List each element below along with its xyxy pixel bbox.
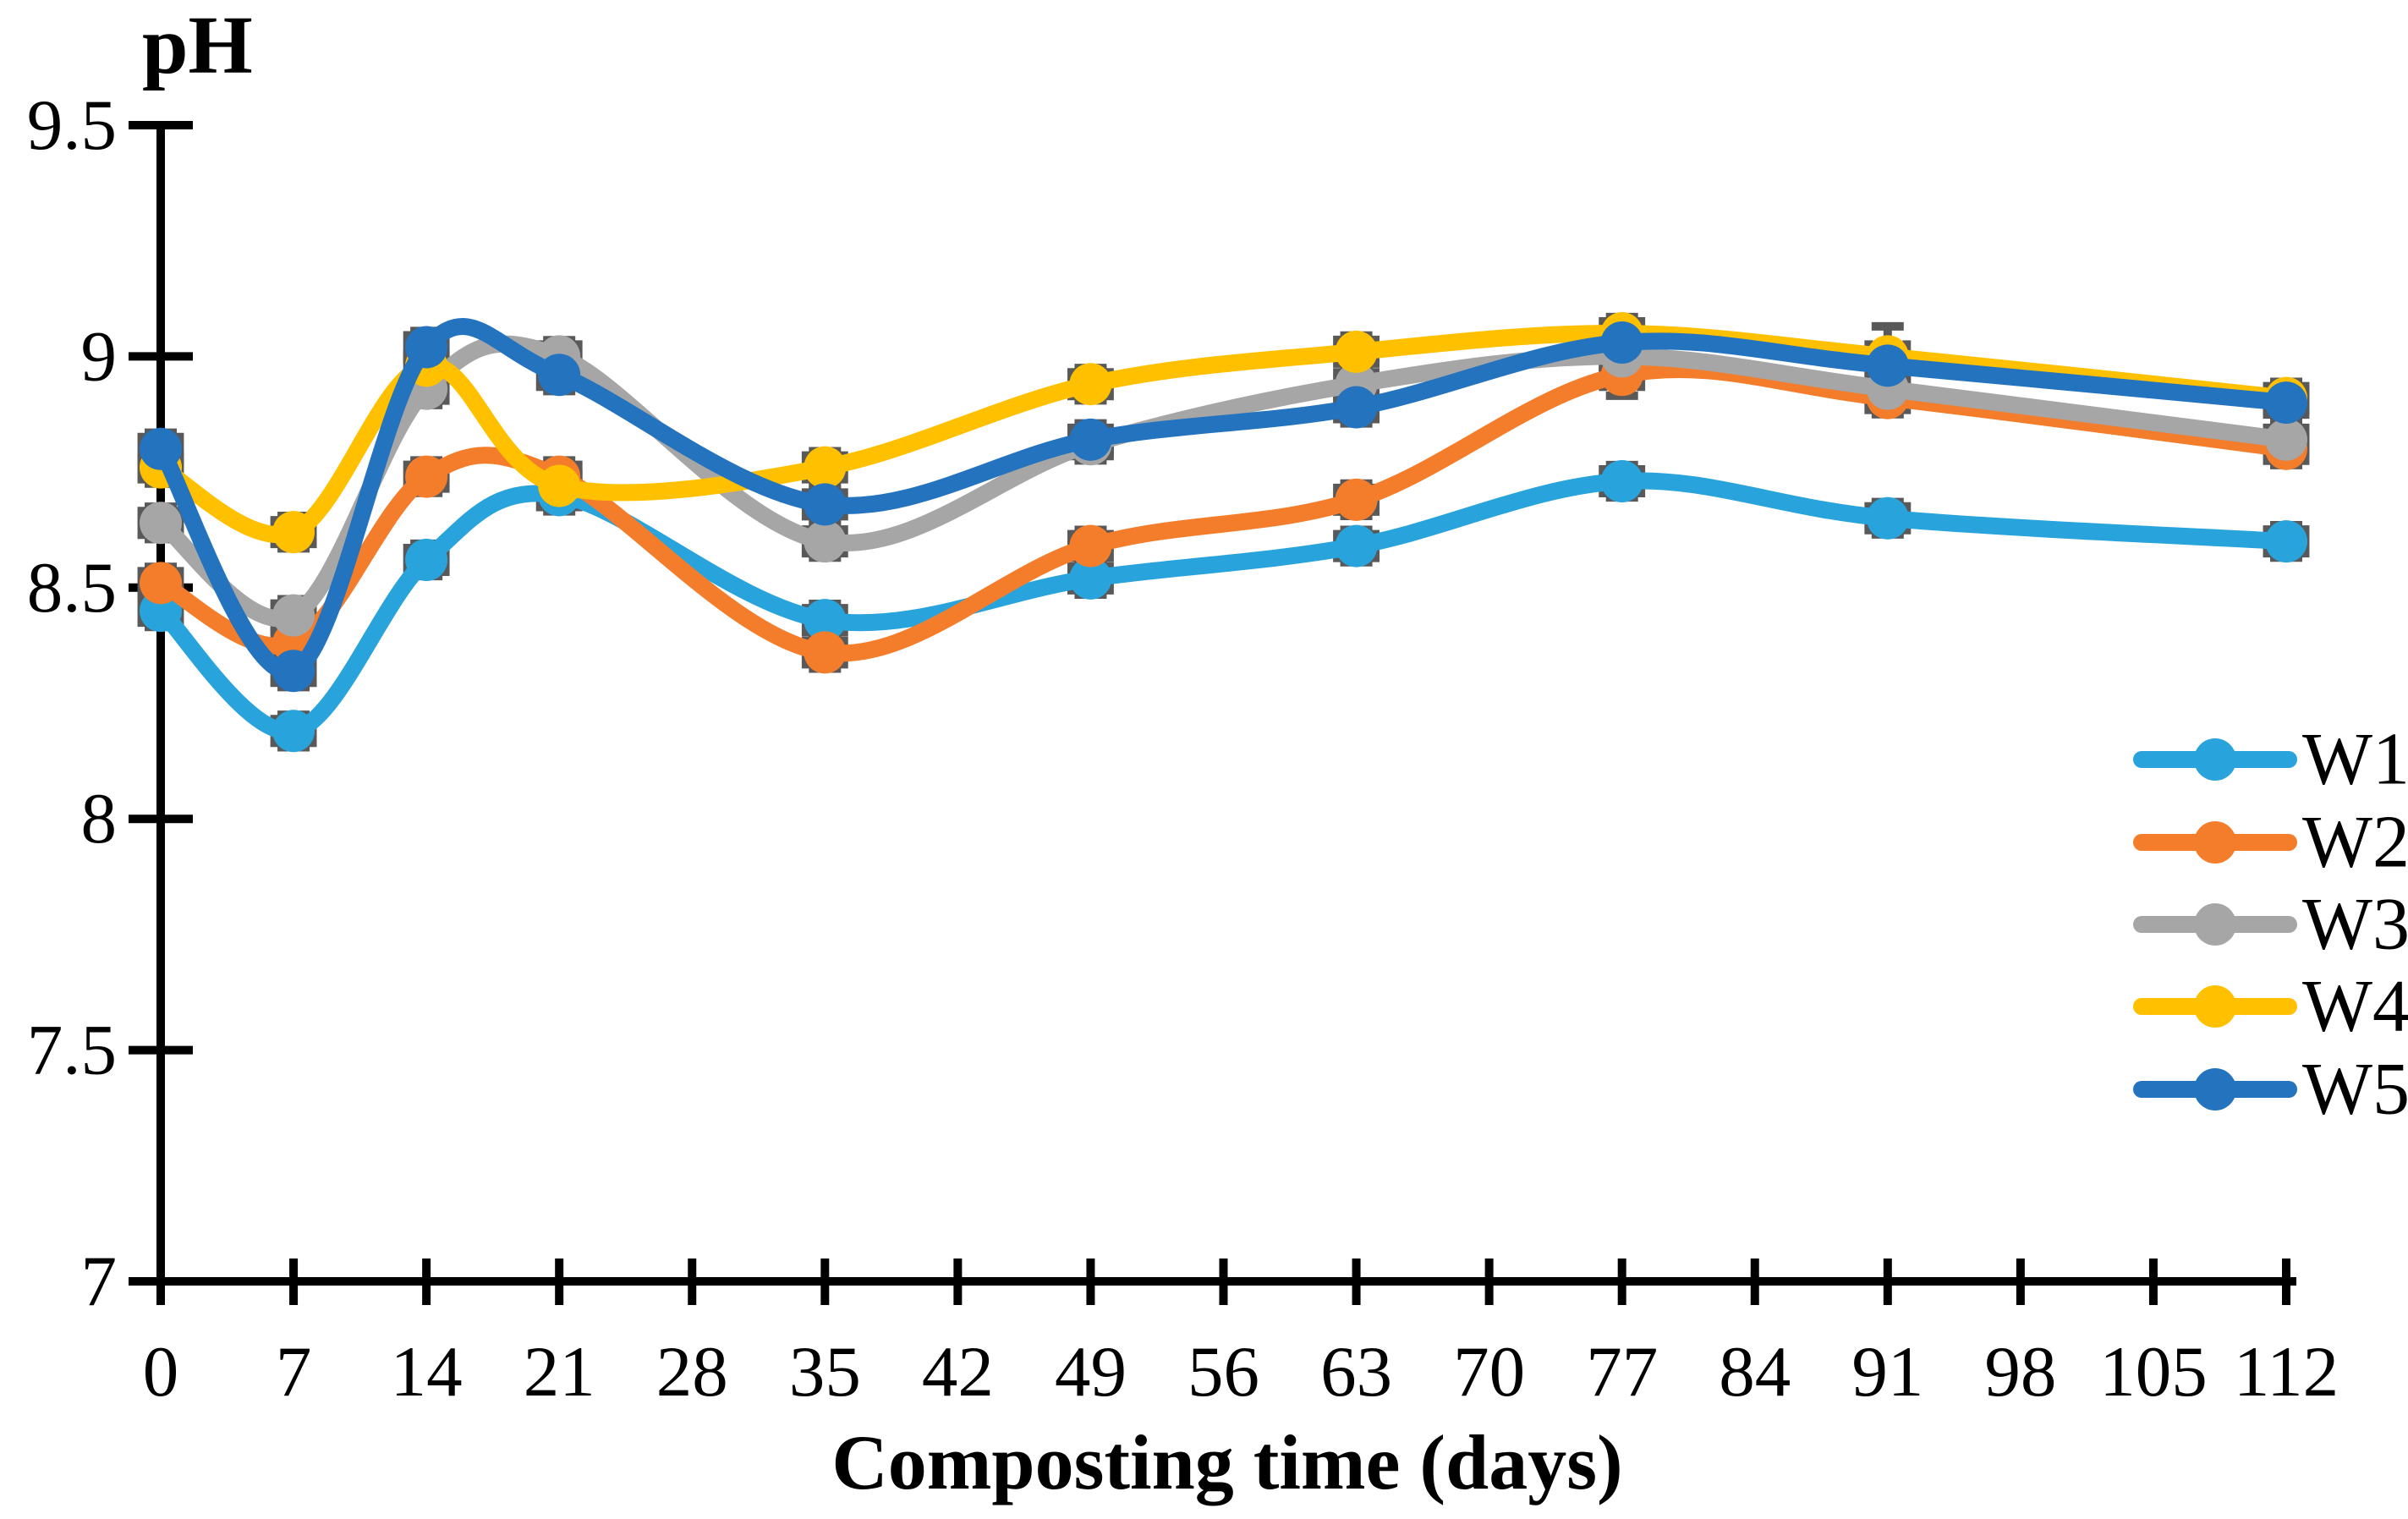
series-line-W1 (152, 472, 2295, 740)
legend-marker-W3 (2194, 903, 2236, 946)
y-axis-title: pH (142, 0, 253, 91)
series-marker-W2 (1335, 478, 1378, 521)
legend-label-W3: W3 (2302, 884, 2408, 966)
series-marker-W5 (1069, 418, 1112, 461)
legend-label-W2: W2 (2302, 802, 2408, 884)
series-marker-W4 (804, 446, 847, 489)
series-marker-W3 (2265, 418, 2307, 461)
legend-marker-W5 (2194, 1068, 2236, 1110)
y-tick-label: 7.5 (27, 1011, 117, 1090)
series-line-W2 (152, 360, 2295, 662)
series-marker-W3 (272, 594, 315, 637)
series-marker-W4 (1069, 363, 1112, 406)
series-marker-W1 (804, 599, 847, 642)
series-marker-W2 (804, 631, 847, 674)
x-tick-label: 91 (1851, 1332, 1923, 1412)
y-tick-label: 7 (81, 1242, 118, 1321)
x-tick-label: 63 (1320, 1332, 1392, 1412)
series-lines (140, 312, 2307, 753)
x-tick-label: 42 (922, 1332, 994, 1412)
y-tick-label: 9.5 (27, 85, 117, 165)
series-marker-W5 (1600, 321, 1643, 364)
legend-item-W4: W4 (2133, 966, 2408, 1048)
series-marker-W2 (405, 455, 448, 498)
legend-item-W5: W5 (2133, 1049, 2408, 1131)
x-tick-label: 14 (391, 1332, 463, 1412)
series-marker-W3 (140, 502, 182, 545)
x-axis-title: Composting time (days) (831, 1419, 1622, 1505)
x-tick-label: 49 (1055, 1332, 1127, 1412)
x-tick-label: 21 (524, 1332, 595, 1412)
y-tick-label: 9 (81, 316, 118, 396)
series-marker-W1 (1866, 496, 1909, 540)
x-tick-label: 84 (1719, 1332, 1791, 1412)
series-marker-W5 (1866, 344, 1909, 387)
series-marker-W4 (538, 464, 581, 507)
x-tick-label: 112 (2234, 1332, 2339, 1412)
legend-label-W5: W5 (2302, 1049, 2408, 1131)
series-marker-W1 (272, 710, 315, 753)
series-marker-W5 (804, 483, 847, 526)
legend-marker-W1 (2194, 738, 2236, 781)
x-tick-label: 70 (1453, 1332, 1525, 1412)
series-marker-W2 (140, 562, 182, 605)
series-line-W3 (152, 335, 2295, 628)
series-line-W5 (152, 318, 2295, 681)
x-tick-label: 0 (143, 1332, 179, 1412)
legend-marker-W4 (2194, 985, 2236, 1028)
y-tick-label: 8 (81, 779, 118, 858)
x-tick-label: 28 (656, 1332, 728, 1412)
y-tick-label: 8.5 (27, 548, 117, 628)
series-marker-W5 (272, 650, 315, 693)
series-marker-W5 (2265, 381, 2307, 425)
legend-item-W2: W2 (2133, 802, 2408, 884)
series-marker-W5 (1335, 386, 1378, 429)
legend-label-W4: W4 (2302, 966, 2408, 1048)
series-marker-W2 (1069, 524, 1112, 568)
axes: 77.588.599.50 7 14 21 28 35 42 49 56 63 70 77 84 91 98… (27, 85, 2339, 1412)
legend-item-W3: W3 (2133, 884, 2408, 966)
legend-label-W1: W1 (2302, 719, 2408, 801)
series-marker-W1 (1335, 524, 1378, 568)
legend-marker-W2 (2194, 821, 2236, 864)
x-tick-label: 105 (2099, 1332, 2208, 1412)
series-marker-W1 (2265, 520, 2307, 563)
series-marker-W3 (804, 520, 847, 563)
series-marker-W5 (538, 354, 581, 397)
series-marker-W5 (140, 427, 182, 470)
series-marker-W5 (405, 326, 448, 369)
x-tick-label: 56 (1188, 1332, 1259, 1412)
series-marker-W1 (405, 538, 448, 581)
legend-item-W1: W1 (2133, 719, 2408, 801)
x-tick-label: 98 (1984, 1332, 2056, 1412)
x-tick-label: 77 (1586, 1332, 1658, 1412)
x-tick-label: 35 (789, 1332, 861, 1412)
series-marker-W4 (1335, 330, 1378, 373)
x-tick-label: 7 (276, 1332, 312, 1412)
series-marker-W1 (1069, 557, 1112, 600)
series-marker-W4 (272, 511, 315, 554)
series-marker-W1 (1600, 460, 1643, 503)
